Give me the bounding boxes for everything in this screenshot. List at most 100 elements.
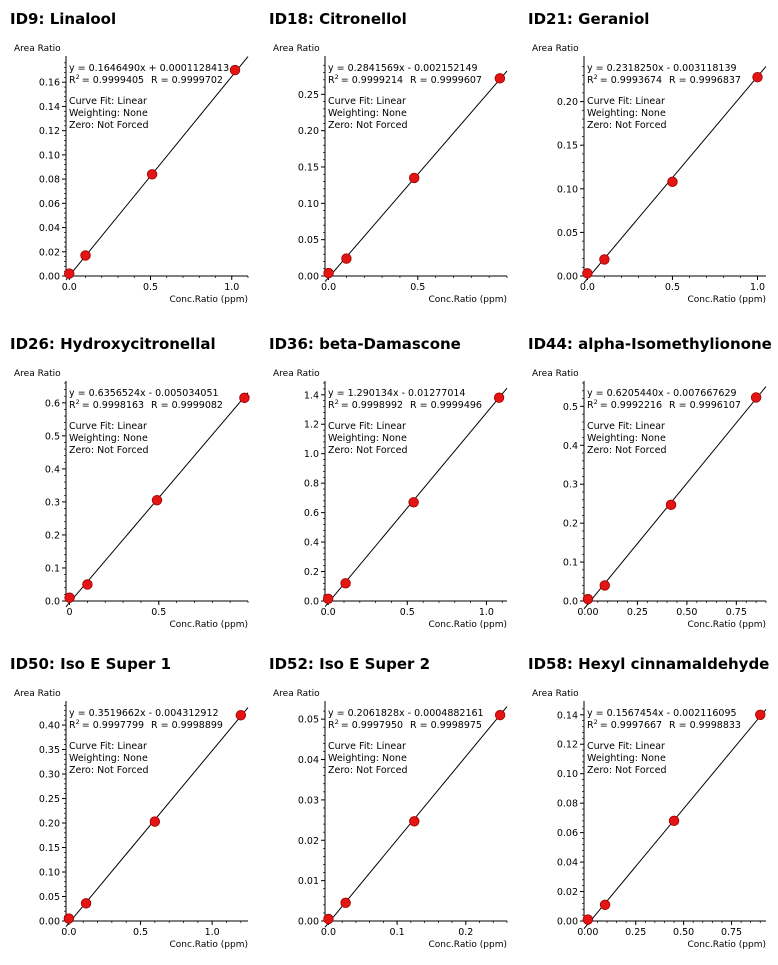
y-tick-label: 0.05: [298, 715, 319, 726]
x-axis-label: Conc.Ratio (ppm): [429, 940, 508, 950]
y-tick-label: 0.04: [298, 755, 319, 766]
y-tick-label: 0.14: [39, 102, 60, 113]
data-point: [229, 64, 241, 76]
regression-equation: y = 1.290134x - 0.01277014: [328, 388, 465, 399]
y-tick-label: 0.3: [563, 480, 578, 491]
x-tick-label: 1.0: [479, 607, 494, 618]
calibration-plot: Area Ratio 0.0 0.1 0.2 0.3 0.4 0.5 0.00 0.25 0.50…: [532, 369, 767, 630]
y-tick-label: 0.10: [557, 769, 578, 780]
y-tick-label: 0.8: [304, 479, 319, 490]
x-axis-label: Conc.Ratio (ppm): [688, 620, 767, 630]
data-point: [599, 254, 610, 265]
y-tick-label: 0.6: [45, 398, 60, 409]
chart-title: ID18: Citronellol: [269, 10, 407, 28]
r-squared-value: = 0.9999214: [341, 75, 403, 86]
curve-fit-info: Zero: Not Forced: [69, 765, 148, 776]
y-axis-label: Area Ratio: [532, 369, 579, 379]
y-tick-label: 0.4: [45, 464, 60, 475]
data-point: [408, 497, 419, 508]
y-tick-label: 0.01: [298, 876, 319, 887]
calibration-plot: Area Ratio 0.0 0.1 0.2 0.3 0.4 0.5 0.6 0 0.5 Conc.…: [14, 369, 250, 630]
r-squared-text: R2 = 0.9997950: [328, 718, 403, 731]
regression-line: [65, 56, 249, 281]
r-squared-value: = 0.9993674: [600, 75, 662, 86]
y-tick-label: 0.00: [39, 917, 60, 928]
x-tick-label: 0.0: [62, 282, 77, 293]
x-tick-label: 0.5: [665, 282, 680, 293]
x-tick-label: 0.0: [61, 927, 76, 938]
curve-fit-info: Curve Fit: Linear: [587, 741, 665, 752]
y-axis-label: Area Ratio: [273, 44, 320, 54]
data-point: [409, 816, 420, 827]
y-tick-label: 0.10: [298, 199, 319, 210]
y-tick-label: 0.10: [557, 184, 578, 195]
y-axis-label: Area Ratio: [273, 369, 320, 379]
calibration-panel: Area Ratio 0.00 0.02 0.04 0.06 0.08 0.10 0.12 0.…: [0, 0, 260, 320]
r-squared-value: = 0.9999405: [82, 75, 144, 86]
x-axis-label: Conc.Ratio (ppm): [170, 620, 249, 630]
y-tick-label: 0.35: [39, 745, 60, 756]
data-point: [409, 172, 420, 184]
x-tick-label: 0.25: [625, 927, 646, 938]
x-axis-label: Conc.Ratio (ppm): [170, 940, 249, 950]
calibration-plot: Area Ratio 0.00 0.02 0.04 0.06 0.08 0.10 0.12 0.…: [14, 44, 249, 305]
x-tick-label: 0.75: [721, 927, 742, 938]
calibration-panel: Area Ratio 0.0 0.1 0.2 0.3 0.4 0.5 0.00 0.25 0.50…: [518, 325, 778, 645]
data-point: [752, 71, 763, 83]
data-point: [323, 267, 334, 279]
r-squared-text: R2 = 0.9997799: [69, 718, 144, 731]
data-point: [582, 914, 594, 925]
x-tick-label: 1.0: [205, 927, 220, 938]
data-point: [667, 176, 678, 188]
y-tick-label: 0.4: [304, 538, 319, 549]
curve-fit-info: Curve Fit: Linear: [69, 96, 147, 107]
x-tick-label: 0.5: [410, 282, 425, 293]
x-tick-label: 0: [67, 607, 73, 618]
curve-fit-info: Zero: Not Forced: [587, 445, 666, 456]
data-point: [322, 593, 334, 604]
y-tick-label: 0.03: [298, 795, 319, 806]
curve-fit-info: Curve Fit: Linear: [328, 96, 406, 107]
y-tick-label: 0.06: [557, 828, 578, 839]
r-value: R = 0.9999702: [151, 75, 223, 86]
x-tick-label: 0.0: [580, 282, 595, 293]
y-tick-label: 0.05: [39, 892, 60, 903]
curve-fit-info: Weighting: None: [328, 753, 407, 764]
y-tick-label: 0.2: [563, 519, 578, 530]
y-tick-label: 0.02: [39, 247, 60, 258]
data-point: [149, 816, 161, 827]
r-squared-text: R2 = 0.9999405: [69, 73, 144, 86]
data-point: [146, 169, 158, 180]
y-tick-label: 0.04: [557, 858, 578, 869]
y-tick-label: 0.20: [298, 126, 319, 137]
curve-fit-info: Weighting: None: [69, 433, 148, 444]
r-squared-text: R2 = 0.9997667: [587, 718, 662, 731]
calibration-plot: Area Ratio 0.00 0.02 0.04 0.06 0.08 0.10 0.12 0.…: [532, 689, 767, 950]
x-tick-label: 0.0: [321, 607, 336, 618]
data-point: [494, 709, 506, 721]
y-tick-label: 0.25: [39, 794, 60, 805]
x-tick-label: 0.50: [676, 607, 697, 618]
regression-equation: y = 0.2841569x - 0.002152149: [328, 63, 478, 74]
chart-title: ID36: beta-Damascone: [269, 335, 461, 353]
y-tick-label: 0.10: [39, 150, 60, 161]
calibration-plot: Area Ratio 0.0 0.2 0.4 0.6 0.8 1.0 1.2 1.4 0.0 0.5…: [273, 369, 508, 630]
data-point: [64, 592, 75, 603]
curve-fit-info: Weighting: None: [328, 108, 407, 119]
y-axis-label: Area Ratio: [532, 44, 579, 54]
calibration-plot: Area Ratio 0.00 0.05 0.10 0.15 0.20 0.25 0.0 0.5…: [273, 44, 508, 305]
curve-fit-info: Curve Fit: Linear: [69, 421, 147, 432]
chart-title: ID52: Iso E Super 2: [269, 655, 431, 673]
r-squared-text: R2 = 0.9999214: [328, 73, 403, 86]
data-point: [582, 593, 594, 605]
x-tick-label: 0.00: [577, 927, 598, 938]
y-axis-label: Area Ratio: [14, 369, 61, 379]
curve-fit-info: Weighting: None: [328, 433, 407, 444]
data-point: [235, 710, 247, 721]
chart-title: ID44: alpha-Isomethylionone: [528, 335, 772, 353]
y-tick-label: 0.00: [298, 272, 319, 283]
x-axis-label: Conc.Ratio (ppm): [170, 295, 249, 305]
r-squared-value: = 0.9997799: [82, 720, 144, 731]
y-tick-label: 1.0: [304, 449, 319, 460]
curve-fit-info: Zero: Not Forced: [69, 445, 148, 456]
